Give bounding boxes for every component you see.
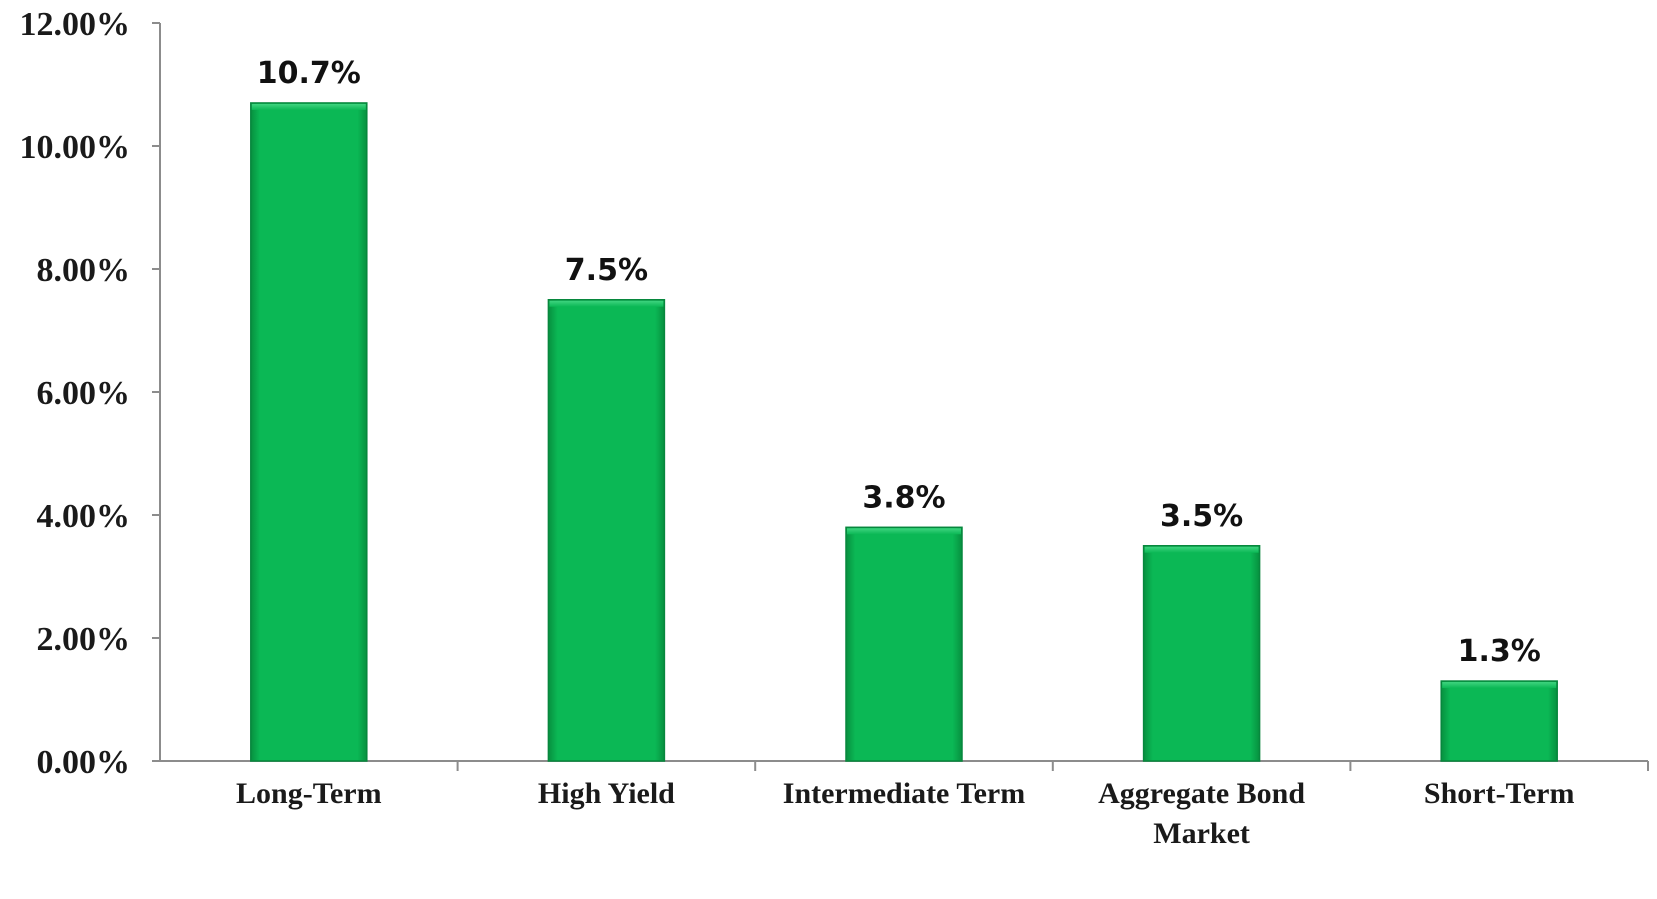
x-tick-label: Intermediate Term bbox=[783, 777, 1025, 810]
bar-highlight bbox=[1442, 682, 1557, 689]
bar-highlight bbox=[1144, 546, 1259, 553]
x-tick-label: Short-Term bbox=[1424, 777, 1575, 810]
y-tick-label: 10.00% bbox=[20, 129, 131, 166]
bar bbox=[250, 102, 368, 762]
data-label: 1.3% bbox=[1458, 634, 1541, 669]
bar bbox=[845, 526, 963, 762]
x-axis-ticks: Long-Term High Yield Intermediate Term Aggr… bbox=[236, 777, 1574, 850]
bar-highlight bbox=[549, 300, 664, 307]
bar bbox=[1142, 545, 1261, 762]
data-labels: 10.7% 7.5% 3.8% 3.5% 1.3% bbox=[257, 56, 1541, 669]
bar bbox=[1440, 680, 1558, 762]
x-tick-label: High Yield bbox=[538, 777, 675, 810]
bar bbox=[547, 299, 666, 762]
x-tick-label: Aggregate Bond bbox=[1098, 777, 1305, 810]
bars bbox=[250, 102, 1558, 762]
y-axis-ticks: 0.00% 2.00% 4.00% 6.00% 8.00% 10.00% 12.00% bbox=[20, 6, 160, 781]
y-tick-label: 0.00% bbox=[37, 744, 131, 781]
data-label: 3.5% bbox=[1160, 499, 1243, 534]
data-label: 10.7% bbox=[257, 56, 361, 91]
data-label: 7.5% bbox=[565, 253, 648, 288]
y-tick-label: 6.00% bbox=[37, 375, 131, 412]
y-tick-label: 2.00% bbox=[37, 621, 131, 658]
data-label: 3.8% bbox=[862, 480, 945, 515]
x-tick-label: Market bbox=[1153, 817, 1250, 850]
x-tick-label: Long-Term bbox=[236, 777, 382, 810]
y-tick-label: 12.00% bbox=[20, 6, 131, 43]
y-tick-label: 4.00% bbox=[37, 498, 131, 535]
bar-highlight bbox=[251, 103, 366, 110]
bar-highlight bbox=[847, 528, 961, 535]
y-tick-label: 8.00% bbox=[37, 252, 131, 289]
